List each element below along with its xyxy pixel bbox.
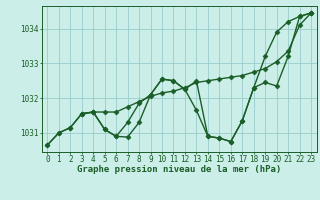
X-axis label: Graphe pression niveau de la mer (hPa): Graphe pression niveau de la mer (hPa) [77, 165, 281, 174]
